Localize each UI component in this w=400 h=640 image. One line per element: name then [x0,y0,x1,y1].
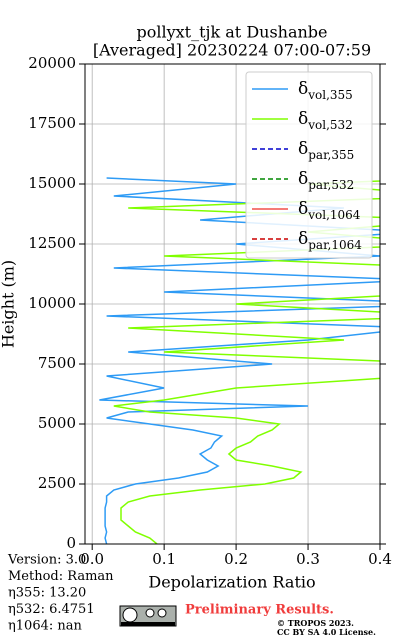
info-line: η355: 13.20 [8,586,86,601]
y-tick-label: 5000 [38,414,76,432]
legend-label: δvol,1064 [298,199,361,222]
info-line: η532: 6.4751 [8,602,95,617]
x-tick-label: 0.0 [80,550,104,568]
license-text: © TROPOS 2023. [277,618,354,628]
y-tick-label: 2500 [38,474,76,492]
legend-label: δpar,532 [298,169,354,192]
legend-label: δpar,355 [298,139,354,162]
x-tick-label: 0.3 [296,550,320,568]
plot-frame [84,63,381,545]
info-line: Method: Raman [8,569,114,584]
license-logo [119,605,177,627]
x-axis-label: Depolarization Ratio [148,573,315,592]
y-axis-label: Height (m) [0,260,18,348]
chart-subtitle: [Averaged] 20230224 07:00-07:59 [93,41,371,60]
y-tick-label: 15000 [28,174,76,192]
y-tick-label: 17500 [28,114,76,132]
legend: δvol,355 δvol,532 δpar,355 δpar,532 δvol,106… [245,71,373,259]
y-tick-label: 10000 [28,294,76,312]
y-tick-label: 0 [66,534,76,552]
y-tick-label: 20000 [28,54,76,72]
y-tick-label: 7500 [38,354,76,372]
x-tick-label: 0.1 [152,550,176,568]
license-text: CC BY SA 4.0 License. [277,627,376,637]
profile-line [113,180,380,544]
info-line: Version: 3.0 [7,553,86,568]
legend-label: δvol,532 [298,109,353,132]
info-line: η1064: nan [8,619,83,634]
x-tick-label: 0.4 [368,550,392,568]
stamp: Preliminary Results. [185,603,334,618]
y-tick-label: 12500 [28,234,76,252]
chart-title: pollyxt_tjk at Dushanbe [136,23,327,42]
legend-label: δpar,1064 [298,229,362,252]
legend-label: δvol,355 [298,79,353,102]
x-tick-label: 0.2 [224,550,248,568]
